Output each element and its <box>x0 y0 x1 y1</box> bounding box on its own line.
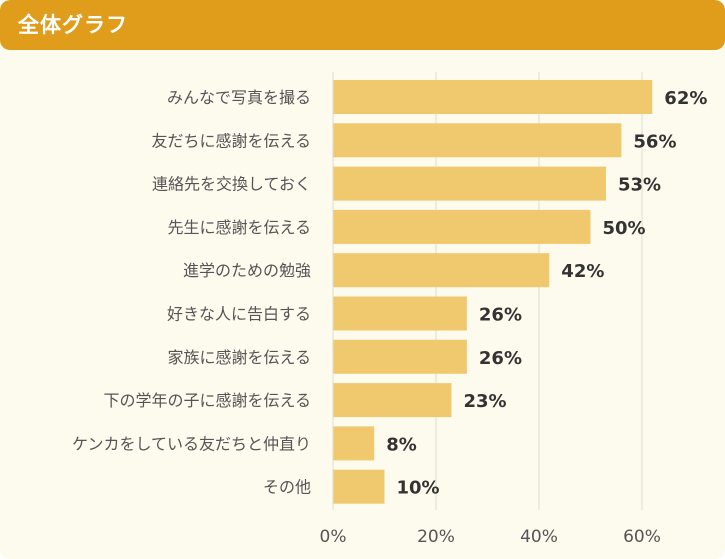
x-tick-label: 0% <box>320 527 347 547</box>
category-label: ケンカをしている友だちと仲直り <box>72 434 311 453</box>
data-label: 42% <box>561 261 604 282</box>
bar <box>333 296 467 331</box>
category-label: 連絡先を交換しておく <box>152 175 311 194</box>
bar <box>333 253 550 288</box>
bar <box>333 339 467 374</box>
data-label: 56% <box>633 131 676 152</box>
data-label: 10% <box>397 478 440 499</box>
category-label: その他 <box>263 478 311 497</box>
category-label: 好きな人に告白する <box>167 305 311 324</box>
bar <box>333 209 591 244</box>
data-label: 8% <box>386 434 417 455</box>
chart-title: 全体グラフ <box>18 13 128 37</box>
x-tick-label: 40% <box>520 527 558 547</box>
data-label: 26% <box>479 305 522 326</box>
data-label: 26% <box>479 348 522 369</box>
x-tick-label: 60% <box>623 527 661 547</box>
bar <box>333 123 622 158</box>
data-label: 53% <box>618 175 661 196</box>
category-label: みんなで写真を撮る <box>167 88 311 107</box>
data-label: 50% <box>603 218 646 239</box>
bar <box>333 426 375 461</box>
category-label: 先生に感謝を伝える <box>167 218 311 237</box>
data-label: 23% <box>463 391 506 412</box>
x-tick-label: 20% <box>417 527 455 547</box>
category-label: 進学のための勉強 <box>183 261 311 280</box>
bar <box>333 80 653 114</box>
chart-header: 全体グラフ <box>0 0 725 50</box>
bar <box>333 383 452 418</box>
category-label: 下の学年の子に感謝を伝える <box>103 391 311 410</box>
category-label: 友だちに感謝を伝える <box>151 131 311 150</box>
bar <box>333 166 606 201</box>
data-label: 62% <box>664 88 707 109</box>
category-label: 家族に感謝を伝える <box>167 348 311 367</box>
bar <box>333 469 385 504</box>
